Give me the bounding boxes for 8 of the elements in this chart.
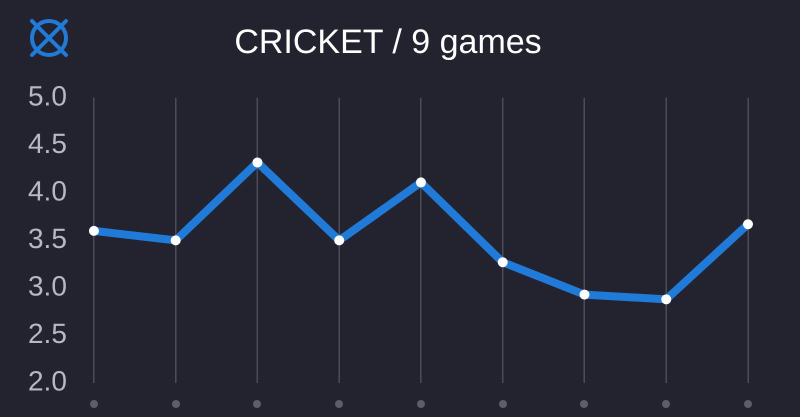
y-tick-label: 3.5 [28, 223, 67, 254]
y-tick-label: 4.0 [28, 176, 67, 207]
y-tick-label: 4.5 [28, 128, 67, 160]
y-tick-label: 5.0 [28, 80, 67, 112]
y-tick-label: 2.0 [28, 366, 67, 397]
y-tick-label: 2.5 [28, 318, 67, 350]
y-tick-label: 3.0 [28, 270, 67, 302]
chart-title: CRICKET / 9 games [234, 22, 542, 61]
